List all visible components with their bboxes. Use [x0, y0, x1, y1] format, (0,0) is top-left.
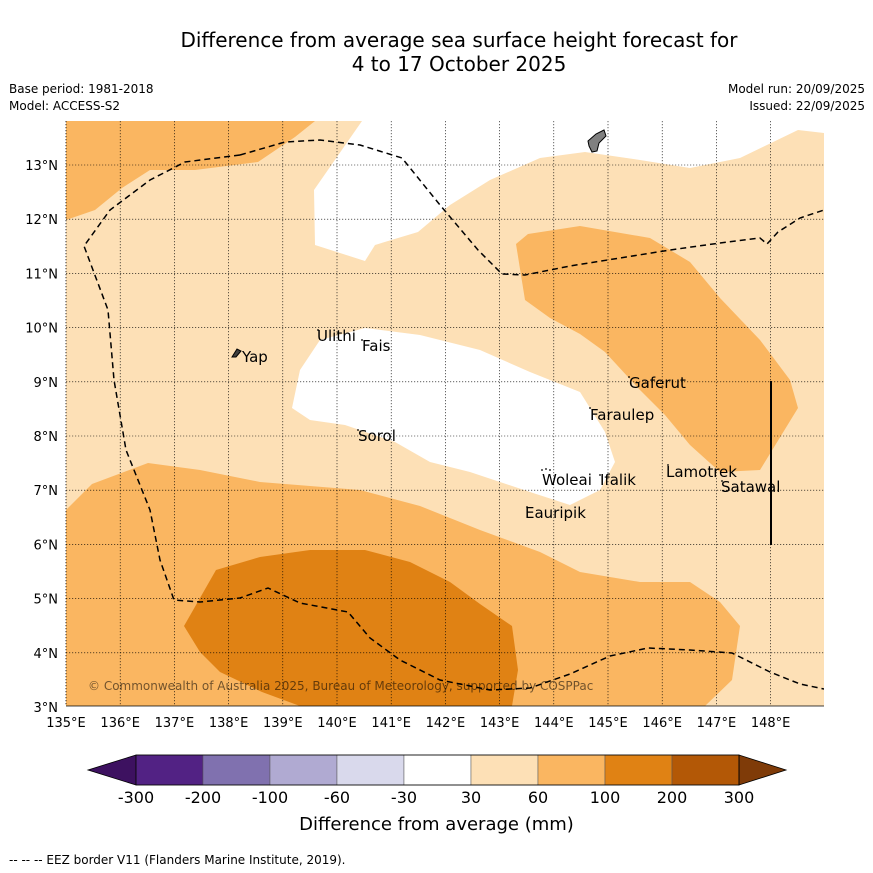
band-neutral-north [314, 121, 824, 261]
model-name: Model: ACCESS-S2 [9, 99, 121, 113]
lat-label: 13°N [25, 159, 58, 174]
label-faraulep: Faraulep [590, 406, 654, 424]
label-woleai: Woleai [542, 471, 592, 489]
lat-label: 3°N [34, 701, 59, 716]
label-lamotrek: Lamotrek [666, 463, 737, 481]
lon-label: 143°E [480, 716, 520, 731]
lon-label: 148°E [751, 716, 791, 731]
colorbar-swatch [537, 754, 606, 786]
label-yap: Yap [241, 348, 268, 366]
colorbar-swatch [671, 754, 740, 786]
label-ulithi: Ulithi [317, 327, 356, 345]
lat-label: 11°N [25, 267, 58, 282]
colorbar-tick-label: -300 [117, 788, 155, 807]
lon-label: 146°E [642, 716, 682, 731]
longitude-labels: 135°E 136°E 137°E 138°E 139°E 140°E 141°E 142°E… [46, 716, 790, 731]
lon-label: 140°E [317, 716, 357, 731]
colorbar-tick-label: 60 [527, 788, 549, 807]
meta-left: Base period: 1981-2018 Model: ACCESS-S2 [9, 81, 154, 115]
colorbar-swatch [336, 754, 405, 786]
label-satawal: Satawal [721, 478, 780, 496]
lat-label: 12°N [25, 213, 58, 228]
colorbar-swatch [269, 754, 338, 786]
label-ifalik: Ifalik [600, 471, 636, 489]
colorbar-extend-high [738, 754, 788, 786]
eez-legend-footer: -- -- -- EEZ border V11 (Flanders Marine… [9, 853, 346, 867]
map-title: Difference from average sea surface heig… [0, 28, 873, 76]
lon-label: 135°E [46, 716, 86, 731]
label-fais: Fais [362, 337, 391, 355]
colorbar-tick-label: -30 [390, 788, 418, 807]
label-sorol: Sorol [358, 427, 396, 445]
lat-label: 8°N [34, 430, 59, 445]
colorbar-swatch [470, 754, 539, 786]
lat-label: 5°N [34, 593, 59, 608]
label-gaferut: Gaferut [629, 374, 686, 392]
graticule [66, 121, 824, 706]
colorbar-swatch [135, 754, 204, 786]
lat-label: 6°N [34, 538, 59, 553]
lon-label: 141°E [371, 716, 411, 731]
issued-date: Issued: 22/09/2025 [749, 99, 865, 113]
lat-label: 4°N [34, 647, 59, 662]
colorbar-tick-label: -60 [323, 788, 351, 807]
colorbar-swatch [604, 754, 673, 786]
model-run: Model run: 20/09/2025 [727, 82, 865, 96]
lon-label: 136°E [100, 716, 140, 731]
colorbar-swatch [202, 754, 271, 786]
label-eauripik: Eauripik [525, 504, 586, 522]
title-line-2: 4 to 17 October 2025 [351, 52, 567, 76]
band-neutral-center [292, 328, 615, 505]
colorbar-tick-label: 30 [460, 788, 482, 807]
colorbar-frame [135, 754, 740, 786]
colorbar-tick-label: 100 [589, 788, 621, 807]
lon-label: 137°E [155, 716, 195, 731]
title-line-1: Difference from average sea surface heig… [180, 28, 738, 52]
lat-label: 7°N [34, 484, 59, 499]
band-60-100-east [516, 226, 798, 472]
lon-label: 139°E [263, 716, 303, 731]
eez-border-south [83, 154, 824, 691]
yap-island-icon [231, 348, 242, 358]
lat-label: 9°N [34, 376, 59, 391]
atoll-markers [317, 329, 723, 508]
colorbar-tick-label: 300 [723, 788, 755, 807]
band-60-100-northwest [66, 121, 315, 220]
lon-label: 144°E [534, 716, 574, 731]
meta-right: Model run: 20/09/2025 Issued: 22/09/2025 [728, 81, 865, 115]
lon-label: 138°E [209, 716, 249, 731]
colorbar-tick-label: -100 [251, 788, 289, 807]
colorbar-extend-low [86, 754, 137, 786]
colorbar-tick-label: 200 [656, 788, 688, 807]
colorbar-title: Difference from average (mm) [299, 814, 574, 835]
colorbar [86, 754, 788, 786]
colorbar-swatch [403, 754, 472, 786]
colorbar-tick-label: -200 [184, 788, 222, 807]
map-plot-area: Yap Ulithi Fais Sorol Gaferut Faraulep W… [66, 121, 824, 706]
base-period: Base period: 1981-2018 [9, 82, 154, 96]
lon-label: 147°E [697, 716, 737, 731]
guam-island-icon [587, 129, 607, 153]
copyright-notice: © Commonwealth of Australia 2025, Bureau… [88, 679, 593, 693]
lon-label: 142°E [426, 716, 466, 731]
lat-label: 10°N [25, 322, 58, 337]
eez-border-north [239, 139, 824, 276]
band-100-200-south [184, 550, 518, 706]
lon-label: 145°E [588, 716, 628, 731]
latitude-labels: 13°N 12°N 11°N 10°N 9°N 8°N 7°N 6°N 5°N 4°N 3°N [25, 159, 58, 716]
